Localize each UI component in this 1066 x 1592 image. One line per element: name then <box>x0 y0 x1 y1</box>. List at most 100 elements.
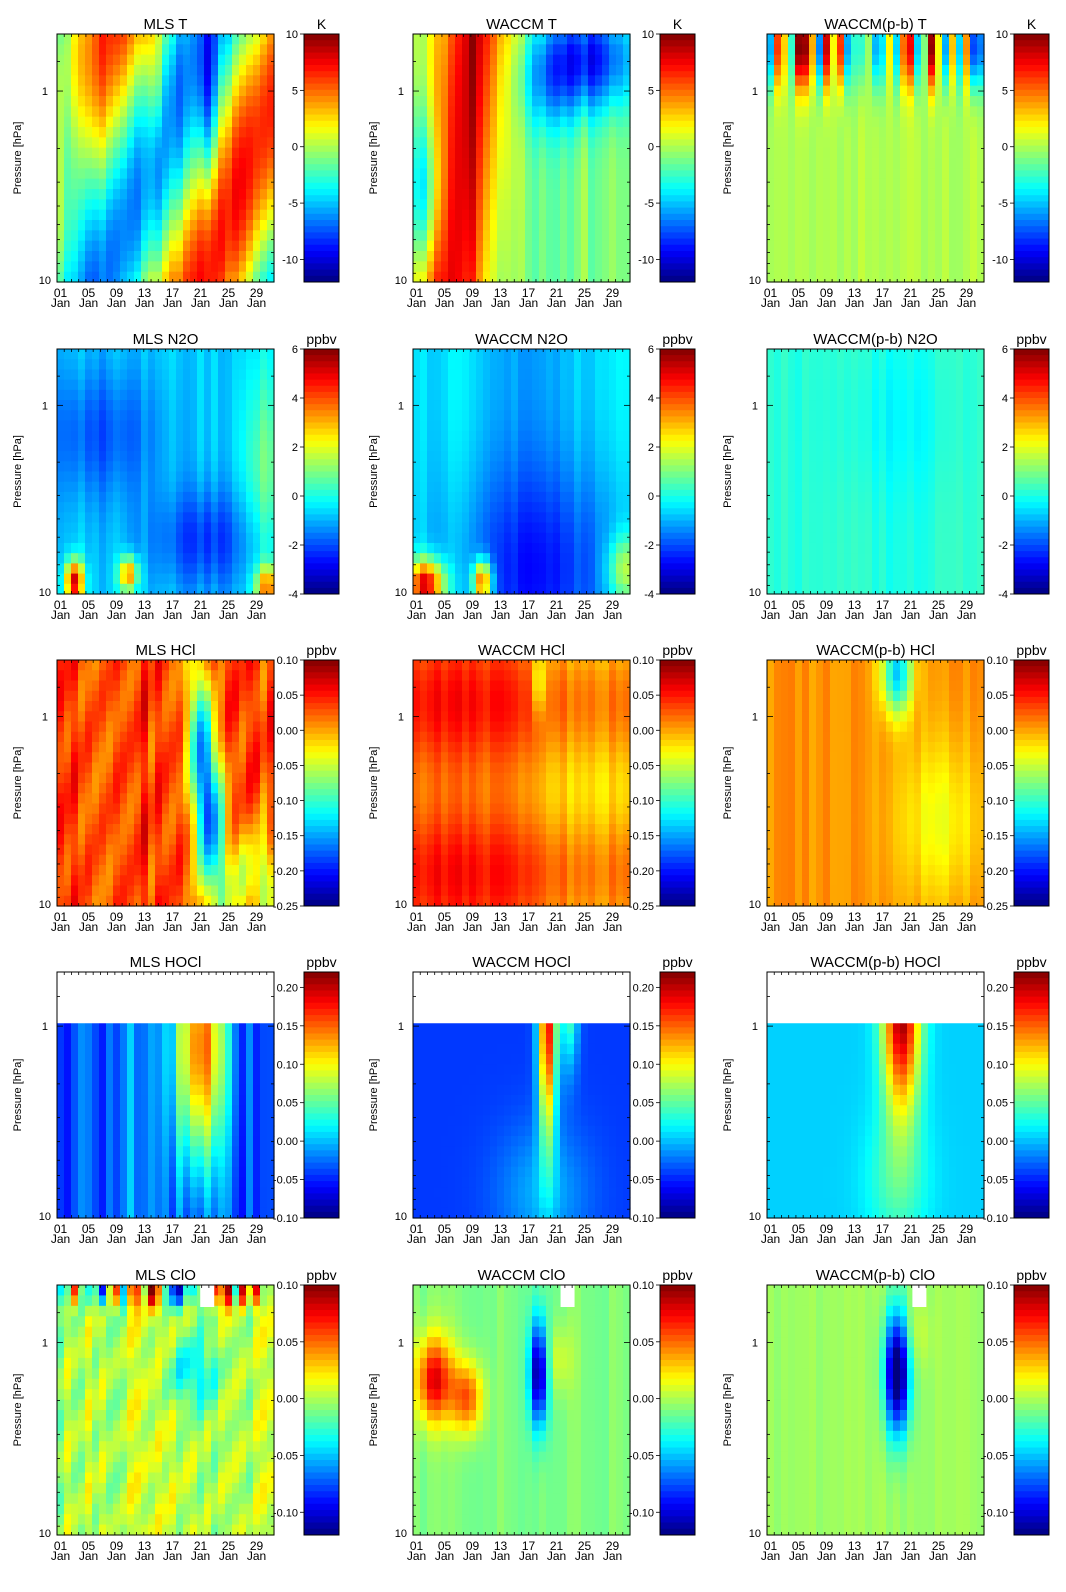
heatmap-cell <box>120 481 128 493</box>
heatmap-cell <box>148 553 156 564</box>
heatmap-cell <box>469 168 477 180</box>
heatmap-cell <box>588 440 596 452</box>
heatmap-cell <box>113 147 121 159</box>
heatmap-cell <box>420 542 428 554</box>
heatmap-cell <box>851 116 859 128</box>
colorbar-band <box>660 40 695 47</box>
colorbar-band <box>304 557 339 564</box>
heatmap-cell <box>581 75 589 87</box>
heatmap-cell <box>602 251 610 262</box>
heatmap-cell <box>120 573 128 585</box>
heatmap-cell <box>602 532 610 544</box>
heatmap-cell <box>823 410 831 422</box>
heatmap-cell <box>574 96 582 107</box>
heatmap-cell <box>441 251 449 262</box>
heatmap-cell <box>893 220 901 231</box>
heatmap-cell <box>71 34 79 45</box>
heatmap-cell <box>802 481 810 493</box>
heatmap-cell <box>162 65 170 76</box>
heatmap-cell <box>204 230 212 242</box>
heatmap-cell <box>92 491 100 503</box>
heatmap-cell <box>420 410 428 422</box>
heatmap-cell <box>413 34 421 45</box>
x-tick-label: Jan <box>491 296 510 310</box>
heatmap-cell <box>595 379 603 391</box>
heatmap-cell <box>155 44 163 56</box>
heatmap-cell <box>232 220 240 231</box>
heatmap-cell <box>239 147 247 159</box>
heatmap-cell <box>476 410 484 422</box>
heatmap-cell <box>504 116 512 128</box>
heatmap-cell <box>858 522 866 534</box>
heatmap-cell <box>483 451 491 462</box>
heatmap-cell <box>837 461 845 473</box>
heatmap-cell <box>211 137 219 149</box>
heatmap-cell <box>190 158 198 169</box>
heatmap-cell <box>225 65 233 76</box>
heatmap-cell <box>127 461 135 473</box>
heatmap-cell <box>127 491 135 503</box>
heatmap-cell <box>816 127 824 138</box>
heatmap-cell <box>567 189 575 200</box>
heatmap-cell <box>788 512 796 524</box>
heatmap-cell <box>78 34 86 45</box>
heatmap-cell <box>64 116 72 128</box>
heatmap-cell <box>809 251 817 262</box>
heatmap-cell <box>253 410 261 422</box>
y-tick-label: 1 <box>398 400 404 412</box>
heatmap-cell <box>155 209 163 221</box>
heatmap-cell <box>420 349 428 360</box>
heatmap-cell <box>504 583 512 595</box>
heatmap-cell <box>211 481 219 493</box>
heatmap-cell <box>169 209 177 221</box>
heatmap-cell <box>148 209 156 221</box>
heatmap-cell <box>525 420 533 432</box>
colorbar-band <box>660 477 695 485</box>
heatmap-cell <box>141 147 149 159</box>
heatmap-cell <box>441 106 449 118</box>
heatmap-cell <box>197 410 205 422</box>
heatmap-cell <box>162 481 170 493</box>
heatmap-cell <box>85 542 93 554</box>
heatmap-cell <box>574 420 582 432</box>
heatmap-cell <box>57 168 65 180</box>
heatmap-cell <box>949 220 957 231</box>
heatmap-cell <box>260 271 268 283</box>
heatmap-cell <box>469 271 477 283</box>
heatmap-cell <box>588 532 596 544</box>
colorbar-tick-label: 10 <box>996 29 1008 41</box>
heatmap-cell <box>970 271 978 283</box>
colorbar-band <box>304 538 339 546</box>
heatmap-cell <box>169 471 177 483</box>
heatmap-cell <box>553 168 561 180</box>
heatmap-cell <box>767 553 775 564</box>
colorbar-tick-label: -5 <box>644 198 654 210</box>
heatmap-cell <box>949 199 957 211</box>
heatmap-cell <box>907 189 915 200</box>
heatmap-cell <box>162 461 170 473</box>
heatmap-cell <box>560 451 568 462</box>
heatmap-cell <box>162 271 170 283</box>
heatmap-cell <box>935 199 943 211</box>
heatmap-cell <box>92 34 100 45</box>
colorbar-band <box>304 145 339 153</box>
heatmap-cell <box>78 127 86 138</box>
heatmap-cell <box>949 96 957 107</box>
heatmap-cell <box>183 563 191 575</box>
panel-title: WACCM T <box>486 16 557 33</box>
heatmap-cell <box>253 168 261 180</box>
heatmap-cell <box>872 261 880 273</box>
heatmap-cell <box>977 220 985 231</box>
heatmap-cell <box>427 106 435 118</box>
heatmap-cell <box>872 420 880 432</box>
heatmap-cell <box>928 106 936 118</box>
x-tick-label: Jan <box>519 608 538 622</box>
heatmap-cell <box>253 430 261 442</box>
heatmap-cell <box>455 349 463 360</box>
heatmap-cell <box>816 400 824 411</box>
heatmap-cell <box>851 189 859 200</box>
heatmap-cell <box>483 389 491 401</box>
colorbar-band <box>304 355 339 362</box>
heatmap-cell <box>253 251 261 262</box>
heatmap-cell <box>942 106 950 118</box>
